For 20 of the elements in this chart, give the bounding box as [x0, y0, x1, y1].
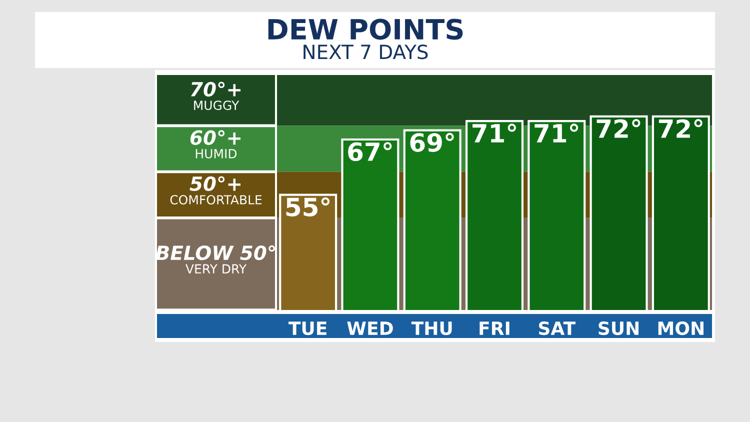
- data-label: 67°: [348, 142, 392, 162]
- data-label: 72°: [596, 119, 640, 138]
- band-label: 70°+ MUGGY: [190, 82, 240, 110]
- data-label: 72°: [658, 119, 702, 138]
- x-tick-label: TUE: [288, 322, 326, 336]
- band-label: BELOW 50° VERY DRY: [156, 245, 275, 274]
- x-tick-label: THU: [411, 322, 452, 336]
- x-tick-label: WED: [347, 322, 393, 335]
- x-tick-label: SUN: [598, 321, 639, 336]
- chart-subtitle: NEXT 7 DAYS: [304, 44, 428, 60]
- data-label: 71°: [534, 124, 578, 142]
- band-label: 60°+ HUMID: [190, 130, 240, 158]
- data-label: 55°: [286, 197, 330, 216]
- data-label: 69°: [410, 132, 454, 152]
- band-label: 50°+ COMFORTABLE: [170, 176, 262, 204]
- x-tick-label: FRI: [480, 322, 510, 335]
- x-tick-label: SAT: [538, 321, 576, 336]
- chart-title: DEW POINTS: [268, 18, 463, 40]
- x-tick-label: MON: [658, 321, 704, 336]
- data-label: 71°: [472, 124, 516, 142]
